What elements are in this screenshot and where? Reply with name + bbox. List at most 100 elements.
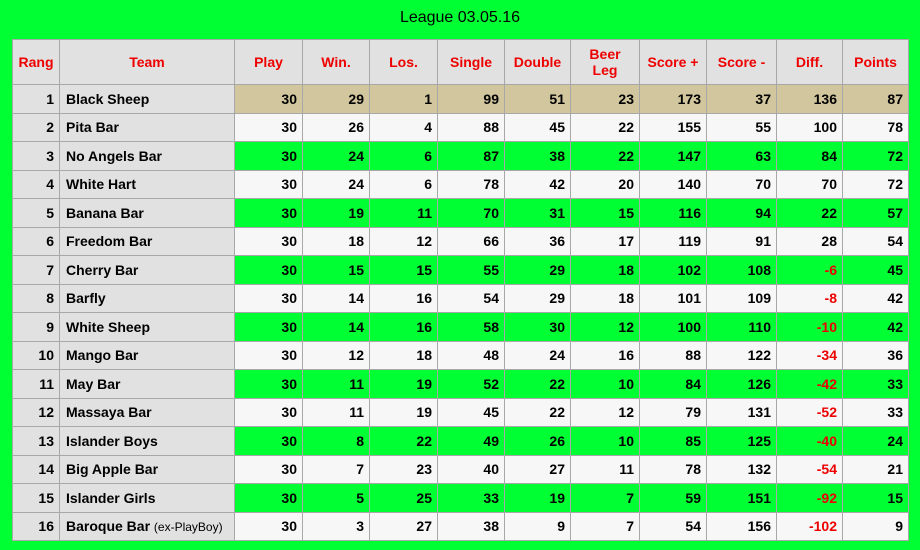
table-row: 15 Islander Girls 30 5 25 33 19 7 59 151 -92 15	[12, 483, 909, 513]
table-body: 1 Black Sheep 30 29 1 99 51 23 173 37 136 87 2 Pita B…	[12, 84, 909, 541]
cell-double: 24	[504, 340, 571, 370]
cell-play: 30	[234, 511, 303, 541]
header-row: Rang Team Play Win. Los. Single Double B…	[12, 39, 909, 85]
cell-los: 16	[369, 312, 438, 342]
cell-score-plus: 116	[639, 198, 707, 228]
cell-single: 54	[437, 283, 505, 313]
cell-score-minus: 70	[706, 169, 777, 199]
cell-single: 78	[437, 169, 505, 199]
cell-diff: -8	[776, 283, 843, 313]
cell-team: Islander Boys	[59, 426, 235, 456]
cell-points: 42	[842, 312, 909, 342]
cell-rang: 13	[12, 426, 60, 456]
cell-win: 7	[302, 454, 370, 484]
team-name: Islander Girls	[66, 489, 156, 506]
table-row: 13 Islander Boys 30 8 22 49 26 10 85 125 -40 24	[12, 426, 909, 456]
cell-team: Massaya Bar	[59, 397, 235, 427]
cell-score-plus: 79	[639, 397, 707, 427]
cell-points: 72	[842, 169, 909, 199]
table-row: 12 Massaya Bar 30 11 19 45 22 12 79 131 -52 33	[12, 397, 909, 427]
cell-team: Big Apple Bar	[59, 454, 235, 484]
cell-win: 26	[302, 112, 370, 142]
cell-diff: -52	[776, 397, 843, 427]
cell-double: 42	[504, 169, 571, 199]
cell-los: 1	[369, 84, 438, 114]
cell-team: May Bar	[59, 369, 235, 399]
cell-points: 21	[842, 454, 909, 484]
cell-play: 30	[234, 112, 303, 142]
cell-single: 52	[437, 369, 505, 399]
table-row: 2 Pita Bar 30 26 4 88 45 22 155 55 100 78	[12, 112, 909, 142]
cell-los: 4	[369, 112, 438, 142]
table-row: 7 Cherry Bar 30 15 15 55 29 18 102 108 -6 45	[12, 255, 909, 285]
cell-rang: 10	[12, 340, 60, 370]
cell-rang: 5	[12, 198, 60, 228]
cell-beer: 12	[570, 312, 640, 342]
cell-double: 9	[504, 511, 571, 541]
cell-points: 33	[842, 369, 909, 399]
cell-team: White Sheep	[59, 312, 235, 342]
cell-win: 3	[302, 511, 370, 541]
cell-points: 24	[842, 426, 909, 456]
cell-team: Barfly	[59, 283, 235, 313]
cell-score-minus: 110	[706, 312, 777, 342]
cell-play: 30	[234, 169, 303, 199]
team-name: White Sheep	[66, 318, 151, 335]
cell-rang: 11	[12, 369, 60, 399]
cell-los: 16	[369, 283, 438, 313]
cell-rang: 12	[12, 397, 60, 427]
cell-diff: 28	[776, 226, 843, 256]
table-row: 5 Banana Bar 30 19 11 70 31 15 116 94 22 57	[12, 198, 909, 228]
cell-single: 45	[437, 397, 505, 427]
cell-beer: 23	[570, 84, 640, 114]
cell-los: 19	[369, 369, 438, 399]
cell-rang: 8	[12, 283, 60, 313]
cell-rang: 14	[12, 454, 60, 484]
table-row: 8 Barfly 30 14 16 54 29 18 101 109 -8 42	[12, 283, 909, 313]
cell-points: 33	[842, 397, 909, 427]
cell-single: 87	[437, 141, 505, 171]
cell-play: 30	[234, 397, 303, 427]
cell-single: 40	[437, 454, 505, 484]
cell-score-minus: 94	[706, 198, 777, 228]
header-score-plus: Score +	[639, 39, 707, 85]
cell-rang: 16	[12, 511, 60, 541]
cell-play: 30	[234, 255, 303, 285]
header-los: Los.	[369, 39, 438, 85]
cell-score-plus: 100	[639, 312, 707, 342]
team-name: White Hart	[66, 176, 136, 193]
cell-points: 42	[842, 283, 909, 313]
cell-score-plus: 59	[639, 483, 707, 513]
header-beer: Beer	[589, 46, 621, 62]
cell-double: 38	[504, 141, 571, 171]
cell-score-minus: 122	[706, 340, 777, 370]
cell-double: 30	[504, 312, 571, 342]
cell-score-minus: 126	[706, 369, 777, 399]
cell-beer: 15	[570, 198, 640, 228]
cell-win: 14	[302, 312, 370, 342]
cell-double: 22	[504, 369, 571, 399]
page-title: League 03.05.16	[399, 9, 521, 26]
team-name: Mango Bar	[66, 347, 139, 364]
cell-beer: 22	[570, 112, 640, 142]
cell-points: 78	[842, 112, 909, 142]
cell-play: 30	[234, 369, 303, 399]
cell-score-plus: 102	[639, 255, 707, 285]
cell-los: 19	[369, 397, 438, 427]
cell-play: 30	[234, 84, 303, 114]
cell-rang: 9	[12, 312, 60, 342]
cell-score-plus: 78	[639, 454, 707, 484]
cell-double: 51	[504, 84, 571, 114]
cell-win: 14	[302, 283, 370, 313]
cell-double: 22	[504, 397, 571, 427]
cell-los: 12	[369, 226, 438, 256]
cell-team: Freedom Bar	[59, 226, 235, 256]
cell-diff: -6	[776, 255, 843, 285]
cell-diff: 100	[776, 112, 843, 142]
cell-win: 19	[302, 198, 370, 228]
team-name: Pita Bar	[66, 119, 119, 136]
team-name: Baroque Bar	[66, 518, 151, 535]
cell-points: 9	[842, 511, 909, 541]
cell-los: 6	[369, 141, 438, 171]
cell-win: 18	[302, 226, 370, 256]
